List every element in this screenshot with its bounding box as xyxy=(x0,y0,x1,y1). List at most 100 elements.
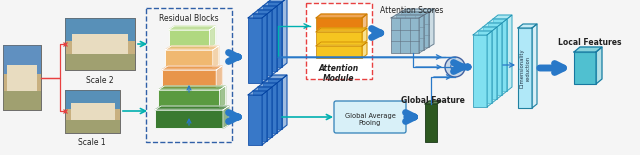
Polygon shape xyxy=(258,83,277,87)
Bar xyxy=(263,6,277,71)
Polygon shape xyxy=(216,66,222,88)
Polygon shape xyxy=(574,47,602,52)
FancyBboxPatch shape xyxy=(334,101,406,133)
Polygon shape xyxy=(165,46,219,50)
Polygon shape xyxy=(419,15,424,53)
Bar xyxy=(165,50,212,68)
Polygon shape xyxy=(492,27,497,103)
Polygon shape xyxy=(268,75,287,79)
Polygon shape xyxy=(362,42,367,58)
Polygon shape xyxy=(488,19,507,23)
Bar xyxy=(65,90,120,133)
Text: Global Feature: Global Feature xyxy=(401,96,465,105)
Polygon shape xyxy=(253,10,272,14)
Polygon shape xyxy=(473,31,492,35)
Bar xyxy=(316,46,362,58)
Polygon shape xyxy=(159,86,226,90)
Bar xyxy=(72,34,128,54)
Polygon shape xyxy=(262,14,267,83)
Polygon shape xyxy=(277,2,282,71)
Polygon shape xyxy=(209,26,216,48)
Polygon shape xyxy=(223,106,229,128)
Polygon shape xyxy=(262,91,267,145)
Polygon shape xyxy=(424,12,429,50)
Polygon shape xyxy=(401,9,434,12)
Polygon shape xyxy=(272,6,277,75)
Bar xyxy=(316,32,362,44)
Bar xyxy=(155,110,223,128)
Bar xyxy=(70,103,115,120)
Polygon shape xyxy=(212,46,219,68)
Polygon shape xyxy=(596,47,602,84)
Polygon shape xyxy=(396,12,429,15)
Bar xyxy=(168,30,209,48)
Polygon shape xyxy=(282,0,287,67)
Bar xyxy=(3,91,41,110)
Text: Scale 2: Scale 2 xyxy=(86,76,114,85)
Bar xyxy=(268,79,282,129)
Bar xyxy=(425,104,437,142)
Circle shape xyxy=(445,57,465,77)
Polygon shape xyxy=(268,0,287,2)
Polygon shape xyxy=(362,28,367,44)
Bar xyxy=(65,18,135,70)
Bar xyxy=(263,83,277,133)
Text: ⊗: ⊗ xyxy=(449,60,461,74)
Bar xyxy=(493,19,507,91)
Bar xyxy=(3,45,41,110)
Polygon shape xyxy=(248,14,267,18)
Bar xyxy=(162,70,216,88)
Bar xyxy=(3,45,41,110)
Polygon shape xyxy=(391,15,424,18)
Text: Residual Blocks: Residual Blocks xyxy=(159,14,219,23)
Polygon shape xyxy=(425,101,441,104)
Text: Local Features: Local Features xyxy=(558,38,621,47)
Polygon shape xyxy=(282,75,287,129)
Bar xyxy=(518,28,532,108)
Polygon shape xyxy=(518,24,537,28)
Polygon shape xyxy=(483,23,502,27)
Bar xyxy=(253,91,267,141)
Bar xyxy=(258,10,272,75)
Bar xyxy=(7,64,37,91)
Polygon shape xyxy=(532,24,537,108)
Text: Scale 1: Scale 1 xyxy=(78,138,106,147)
Bar xyxy=(488,23,502,95)
Polygon shape xyxy=(316,14,367,18)
Polygon shape xyxy=(502,19,507,95)
Polygon shape xyxy=(263,2,282,6)
Polygon shape xyxy=(507,15,512,91)
Polygon shape xyxy=(429,9,434,47)
FancyBboxPatch shape xyxy=(306,3,372,79)
Polygon shape xyxy=(487,31,492,107)
Bar xyxy=(65,90,120,109)
Polygon shape xyxy=(267,10,272,79)
Polygon shape xyxy=(316,28,367,32)
Text: Attention Scores: Attention Scores xyxy=(380,6,444,15)
Polygon shape xyxy=(316,42,367,46)
Bar xyxy=(574,52,596,84)
Polygon shape xyxy=(277,79,282,133)
Polygon shape xyxy=(155,106,229,110)
Bar xyxy=(253,14,267,79)
Bar xyxy=(248,95,262,145)
Bar xyxy=(65,18,135,41)
Bar xyxy=(316,18,362,30)
Bar xyxy=(401,12,429,47)
Polygon shape xyxy=(168,26,216,30)
Polygon shape xyxy=(362,14,367,30)
Polygon shape xyxy=(263,79,282,83)
Polygon shape xyxy=(258,6,277,10)
Bar xyxy=(65,18,135,70)
Bar xyxy=(3,45,41,74)
Bar xyxy=(258,87,272,137)
Bar xyxy=(248,18,262,83)
Text: Dimensionality
reduction: Dimensionality reduction xyxy=(520,48,531,88)
Text: Attention
Module: Attention Module xyxy=(319,64,359,83)
Polygon shape xyxy=(162,66,222,70)
Bar xyxy=(478,31,492,103)
Bar xyxy=(268,2,282,67)
Text: Global Average
Pooing: Global Average Pooing xyxy=(344,113,396,126)
Polygon shape xyxy=(267,87,272,141)
Polygon shape xyxy=(248,91,267,95)
